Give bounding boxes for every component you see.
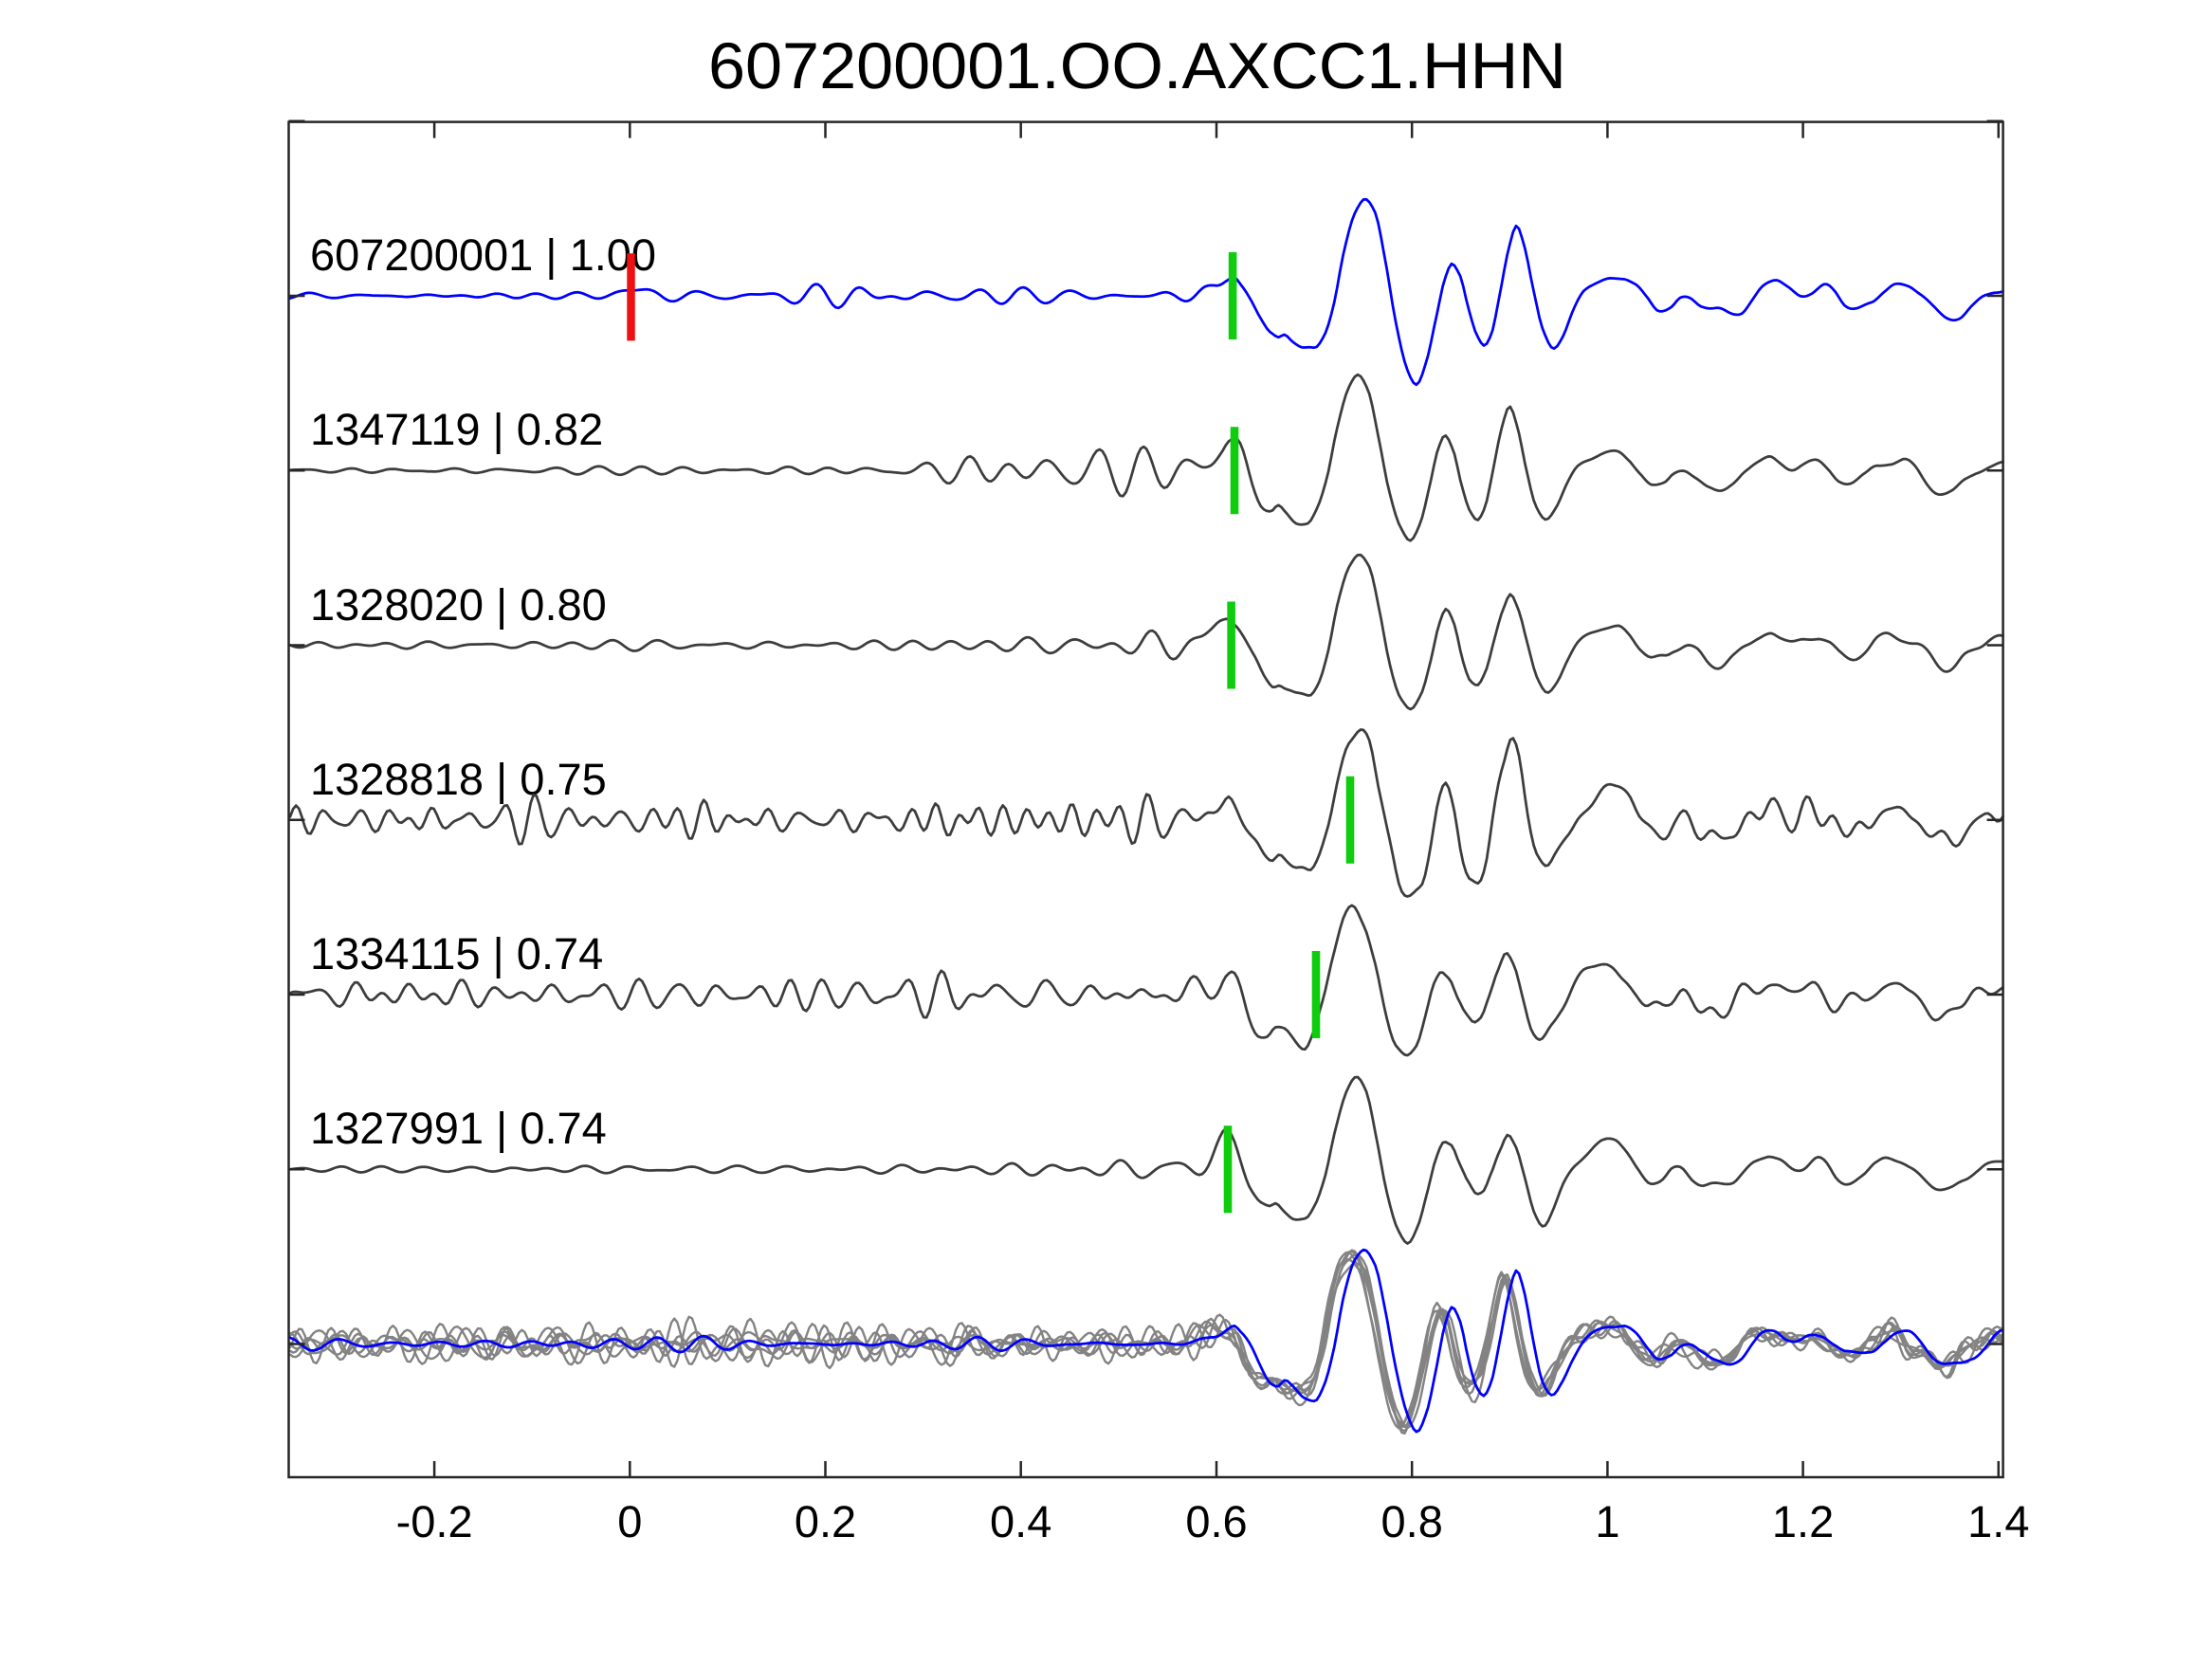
svg-text:1328020 | 0.80: 1328020 | 0.80 bbox=[310, 579, 607, 630]
svg-text:1.4: 1.4 bbox=[1967, 1496, 2029, 1546]
svg-text:1328818 | 0.75: 1328818 | 0.75 bbox=[310, 754, 607, 804]
svg-text:0.6: 0.6 bbox=[1185, 1496, 1247, 1546]
svg-text:1: 1 bbox=[1595, 1496, 1619, 1546]
svg-text:607200001 | 1.00: 607200001 | 1.00 bbox=[310, 229, 656, 280]
svg-text:1.2: 1.2 bbox=[1772, 1496, 1834, 1546]
svg-text:0.2: 0.2 bbox=[795, 1496, 856, 1546]
svg-text:0.8: 0.8 bbox=[1381, 1496, 1443, 1546]
svg-text:-0.2: -0.2 bbox=[396, 1496, 473, 1546]
svg-text:1347119 | 0.82: 1347119 | 0.82 bbox=[310, 404, 603, 454]
svg-text:1327991 | 0.74: 1327991 | 0.74 bbox=[310, 1103, 607, 1153]
svg-text:607200001.OO.AXCC1.HHN: 607200001.OO.AXCC1.HHN bbox=[708, 29, 1566, 102]
svg-text:0.4: 0.4 bbox=[990, 1496, 1051, 1546]
svg-text:0: 0 bbox=[617, 1496, 642, 1546]
svg-text:1334115 | 0.74: 1334115 | 0.74 bbox=[310, 928, 603, 978]
